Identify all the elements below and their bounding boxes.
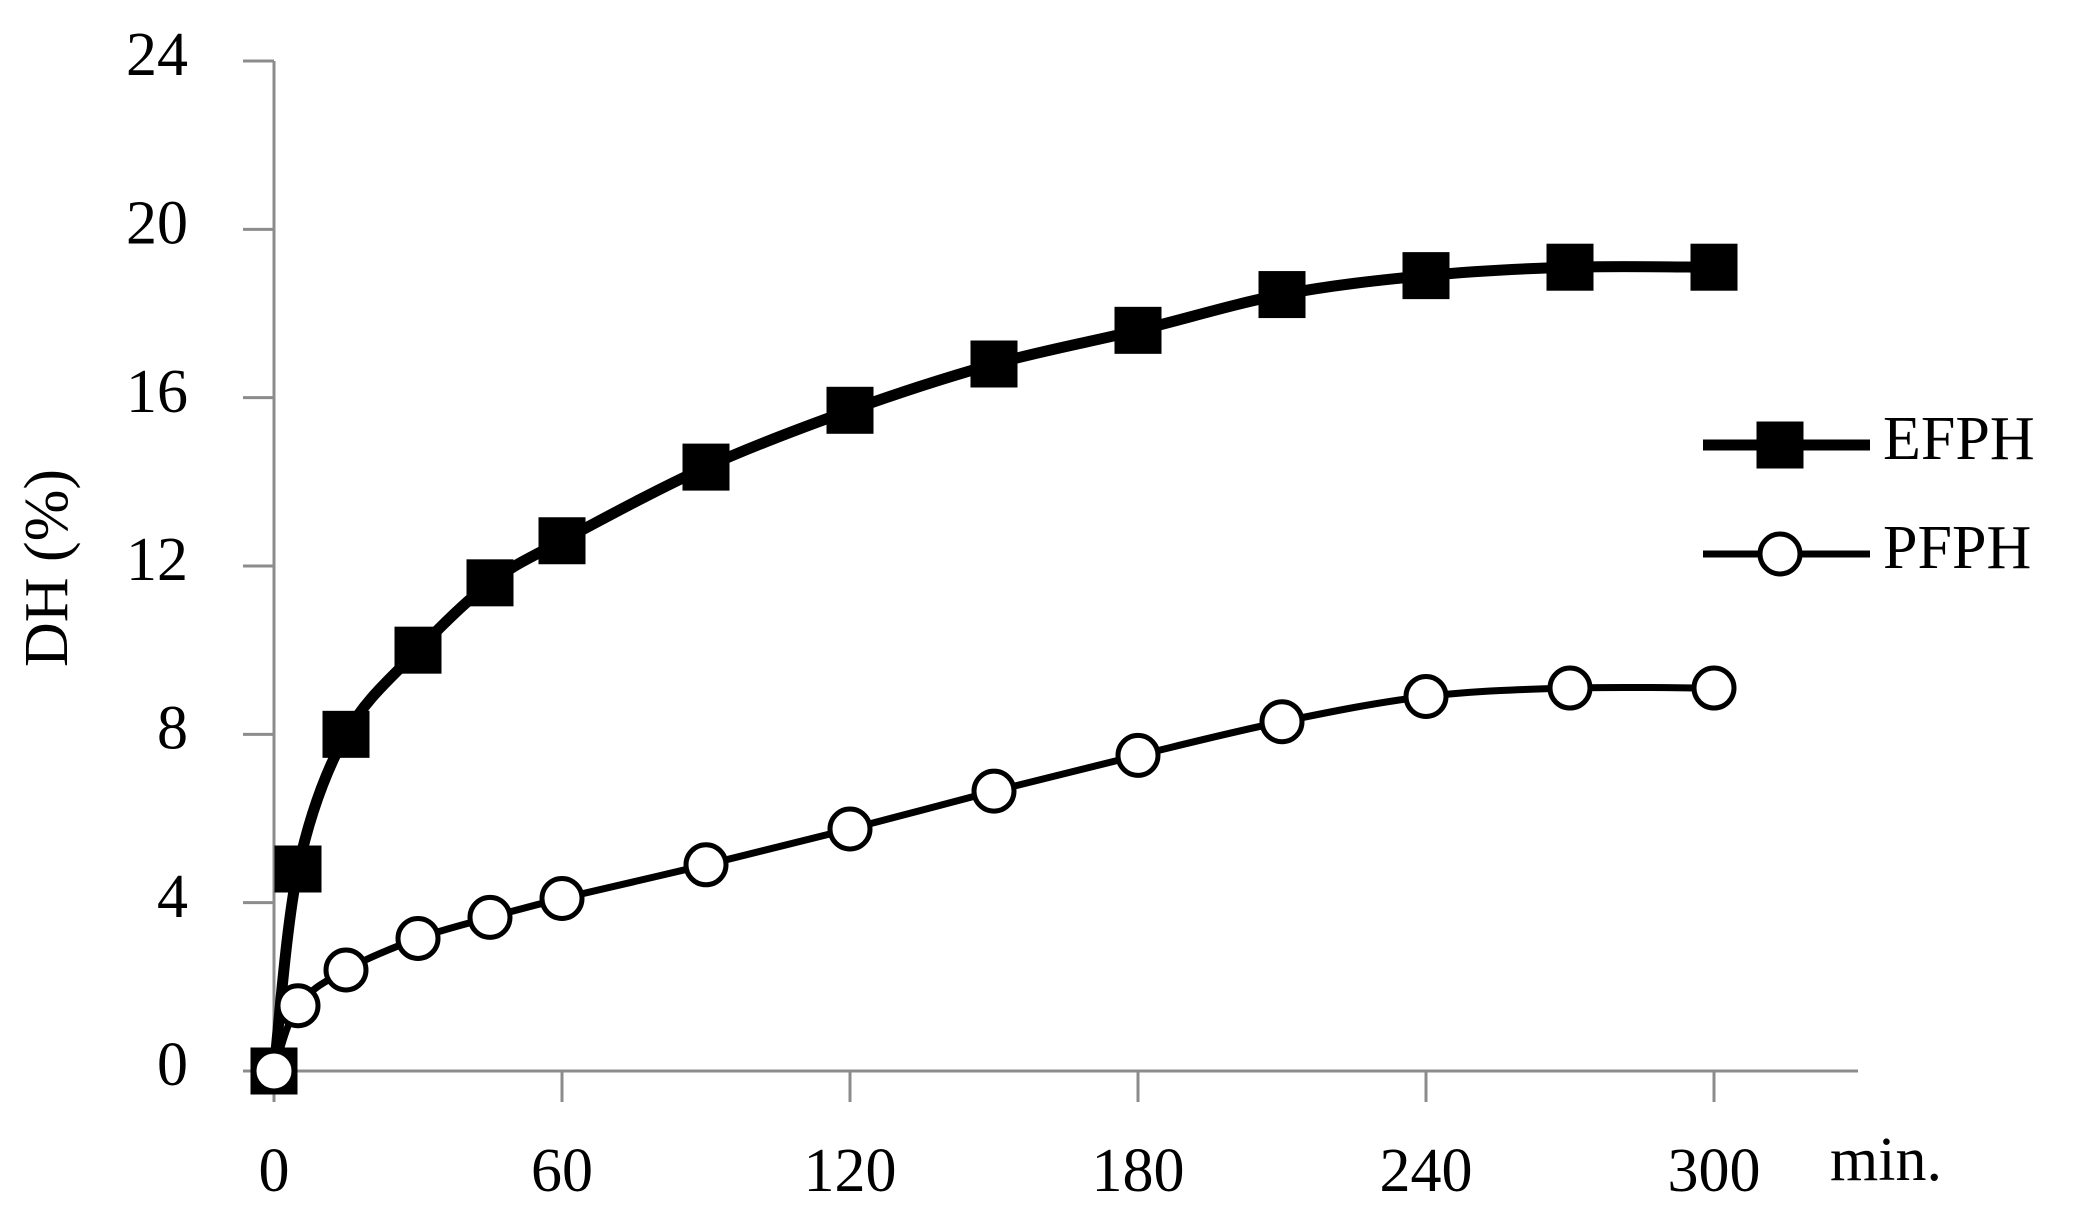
y-tick-label: 20 [126, 190, 188, 258]
x-tick-label: 240 [1380, 1137, 1473, 1205]
data-point [275, 983, 321, 1029]
series-line [270, 683, 1715, 1073]
data-point [683, 842, 729, 888]
data-point [322, 710, 370, 758]
data-point [682, 443, 730, 491]
legend-label: EFPH [1883, 405, 2035, 473]
data-point [538, 517, 586, 565]
data-point [1258, 271, 1306, 319]
data-point [1402, 252, 1450, 300]
legend-marker [1756, 421, 1804, 469]
data-point [827, 806, 873, 852]
legend-label: PFPH [1883, 514, 2031, 582]
data-point [970, 340, 1018, 388]
data-point [466, 559, 514, 607]
data-point [467, 894, 513, 940]
data-point [1690, 243, 1738, 291]
data-point [395, 915, 441, 961]
x-axis-label: min. [1830, 1126, 1942, 1194]
y-tick-label: 24 [126, 21, 188, 89]
data-point [1403, 673, 1449, 719]
data-point [1114, 306, 1162, 354]
data-point [1115, 732, 1161, 778]
x-tick-label: 300 [1668, 1137, 1761, 1205]
data-point [274, 845, 322, 893]
y-tick-label: 0 [157, 1031, 188, 1099]
data-point [1547, 665, 1593, 711]
data-point [826, 386, 874, 434]
y-tick-label: 4 [157, 863, 188, 931]
data-point [1259, 699, 1305, 745]
x-tick-label: 120 [804, 1137, 897, 1205]
x-tick-label: 0 [259, 1137, 290, 1205]
y-axis-label: DH (%) [13, 469, 81, 667]
x-tick-label: 180 [1092, 1137, 1185, 1205]
y-tick-label: 8 [157, 695, 188, 763]
data-point [539, 875, 585, 921]
y-tick-label: 12 [126, 526, 188, 594]
data-point [251, 1048, 297, 1094]
legend-marker [1757, 531, 1803, 577]
y-tick-label: 16 [126, 358, 188, 426]
data-point [971, 768, 1017, 814]
data-point [323, 947, 369, 993]
x-tick-label: 60 [531, 1137, 593, 1205]
data-point [394, 626, 442, 674]
data-point [1546, 243, 1594, 291]
data-point [1691, 665, 1737, 711]
